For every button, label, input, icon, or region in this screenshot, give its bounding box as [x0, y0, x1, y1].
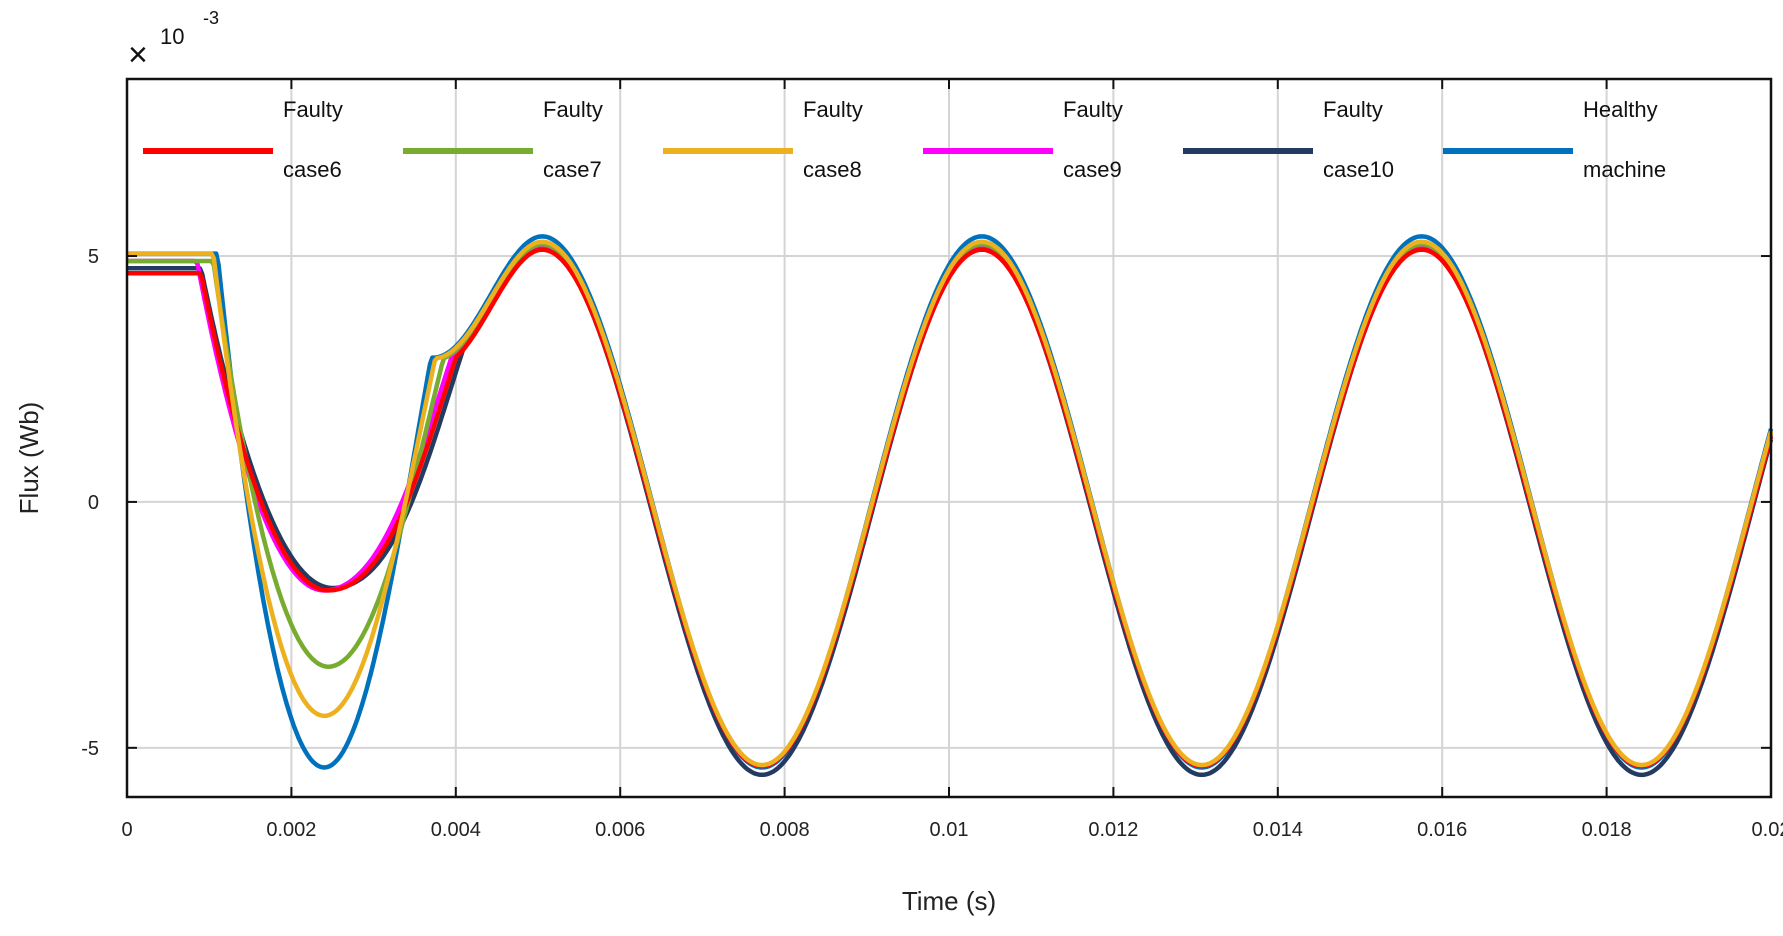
- legend-label-top: Faulty: [803, 97, 863, 122]
- scale-multiplier: ×: [128, 36, 148, 74]
- legend: Faulty case6 Faulty case7 Faulty case8 Faulty c…: [143, 97, 1666, 182]
- x-tick-label: 0.014: [1253, 819, 1303, 841]
- x-tick-label: 0: [121, 819, 132, 841]
- legend-label-top: Healthy: [1583, 97, 1658, 122]
- legend-label-top: Faulty: [283, 97, 343, 122]
- x-tick-label: 0.002: [266, 819, 316, 841]
- legend-label-bottom: case10: [1323, 157, 1394, 182]
- series-layer: [127, 234, 1774, 778]
- x-tick-label: 0.008: [760, 819, 810, 841]
- y-tick-label: 0: [88, 492, 99, 514]
- x-tick-label: 0.018: [1582, 819, 1632, 841]
- x-tick-label: 0.02: [1752, 819, 1783, 841]
- legend-label-bottom: case9: [1063, 157, 1122, 182]
- y-axis-label: Flux (Wb): [14, 402, 44, 515]
- legend-label-top: Faulty: [1063, 97, 1123, 122]
- x-tick-label: 0.016: [1417, 819, 1467, 841]
- x-tick-label: 0.004: [431, 819, 481, 841]
- x-tick-label: 0.01: [930, 819, 969, 841]
- scale-exponent: -3: [203, 8, 219, 28]
- tick-layer: 0 0.002 0.004 0.006 0.008 0.01 0.012 0.014 0.016…: [81, 79, 1783, 841]
- scale-base: 10: [160, 24, 184, 49]
- x-tick-label: 0.006: [595, 819, 645, 841]
- y-tick-label: 5: [88, 246, 99, 268]
- x-axis-label: Time (s): [902, 886, 996, 916]
- series-line-case8: [127, 239, 1774, 768]
- y-tick-label: -5: [81, 738, 99, 760]
- legend-label-bottom: machine: [1583, 157, 1666, 182]
- legend-label-bottom: case6: [283, 157, 342, 182]
- legend-label-bottom: case8: [803, 157, 862, 182]
- x-tick-label: 0.012: [1088, 819, 1138, 841]
- legend-label-bottom: case7: [543, 157, 602, 182]
- legend-label-top: Faulty: [543, 97, 603, 122]
- legend-label-top: Faulty: [1323, 97, 1383, 122]
- grid-layer: [127, 79, 1771, 797]
